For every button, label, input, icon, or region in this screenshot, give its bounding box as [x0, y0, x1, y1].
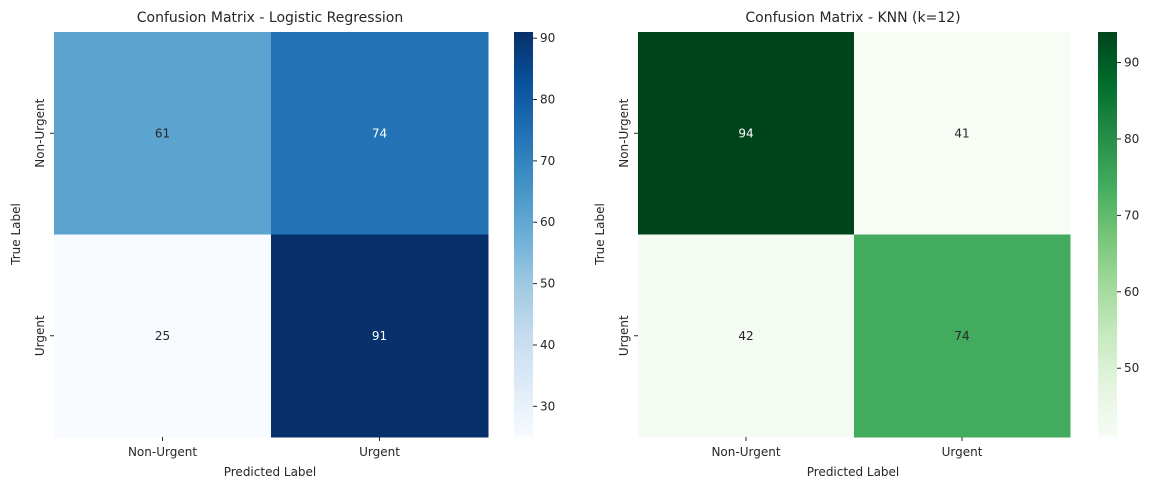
cell-value-label: 94 [738, 126, 753, 140]
colorbar: 30 40 50 60 70 80 90 [514, 31, 555, 437]
colorbar-tick-label: 70 [540, 154, 555, 168]
colorbar-tick-label: 80 [540, 93, 555, 107]
y-tick-label: Urgent [33, 315, 47, 356]
x-axis-ticks: Non-Urgent Urgent [128, 437, 400, 459]
x-axis-label: Predicted Label [224, 465, 317, 479]
colorbar-gradient [1098, 32, 1117, 437]
cell-value-label: 91 [372, 329, 387, 343]
colorbar-tick-label: 60 [1124, 285, 1139, 299]
heatmap-cell [638, 32, 855, 235]
cell-value-label: 74 [954, 329, 969, 343]
chart-title: Confusion Matrix - Logistic Regression [137, 10, 403, 26]
colorbar-gradient [514, 32, 533, 437]
colorbar-ticks: 50 60 70 80 90 [1117, 56, 1139, 375]
cell-value-label: 25 [155, 329, 170, 343]
cell-value-label: 42 [738, 329, 753, 343]
heatmap-cells [54, 32, 489, 438]
cell-values: 94 41 42 74 [738, 126, 969, 343]
heatmap-cell [54, 32, 272, 235]
x-tick-label: Non-Urgent [711, 445, 780, 459]
x-axis-label: Predicted Label [807, 465, 900, 479]
heatmap-cell [271, 234, 489, 438]
colorbar-tick-label: 50 [540, 277, 555, 291]
x-tick-label: Urgent [942, 445, 983, 459]
colorbar: 50 60 70 80 90 [1098, 32, 1139, 437]
cell-value-label: 74 [372, 126, 387, 140]
y-axis-label: True Label [9, 203, 23, 266]
colorbar-tick-label: 60 [540, 215, 555, 229]
y-axis-label: True Label [593, 203, 607, 266]
colorbar-tick-label: 30 [540, 399, 555, 413]
heatmap-cell [54, 234, 272, 438]
x-tick-label: Urgent [359, 445, 400, 459]
y-axis-ticks: Non-Urgent Urgent [617, 98, 638, 356]
colorbar-tick-label: 70 [1124, 208, 1139, 222]
cell-values: 61 74 25 91 [155, 126, 387, 343]
y-axis-ticks: Non-Urgent Urgent [33, 98, 54, 356]
heatmap-cells [638, 32, 1071, 438]
heatmap-cell [854, 32, 1071, 235]
colorbar-ticks: 30 40 50 60 70 80 90 [533, 31, 555, 413]
heatmap-cell [271, 32, 489, 235]
colorbar-tick-label: 90 [540, 31, 555, 45]
y-tick-label: Non-Urgent [33, 98, 47, 167]
y-tick-label: Urgent [617, 315, 631, 356]
colorbar-tick-label: 50 [1124, 361, 1139, 375]
chart-knn: Confusion Matrix - KNN (k=12) 94 41 42 74 N… [593, 10, 1139, 479]
chart-logistic-regression: Confusion Matrix - Logistic Regression 6… [9, 10, 555, 479]
cell-value-label: 41 [954, 126, 969, 140]
colorbar-tick-label: 80 [1124, 132, 1139, 146]
cell-value-label: 61 [155, 126, 170, 140]
heatmap-cell [854, 234, 1071, 438]
colorbar-tick-label: 90 [1124, 56, 1139, 70]
chart-title: Confusion Matrix - KNN (k=12) [745, 10, 960, 26]
x-axis-ticks: Non-Urgent Urgent [711, 437, 983, 459]
x-tick-label: Non-Urgent [128, 445, 197, 459]
y-tick-label: Non-Urgent [617, 98, 631, 167]
colorbar-tick-label: 40 [540, 338, 555, 352]
heatmap-cell [638, 234, 855, 438]
